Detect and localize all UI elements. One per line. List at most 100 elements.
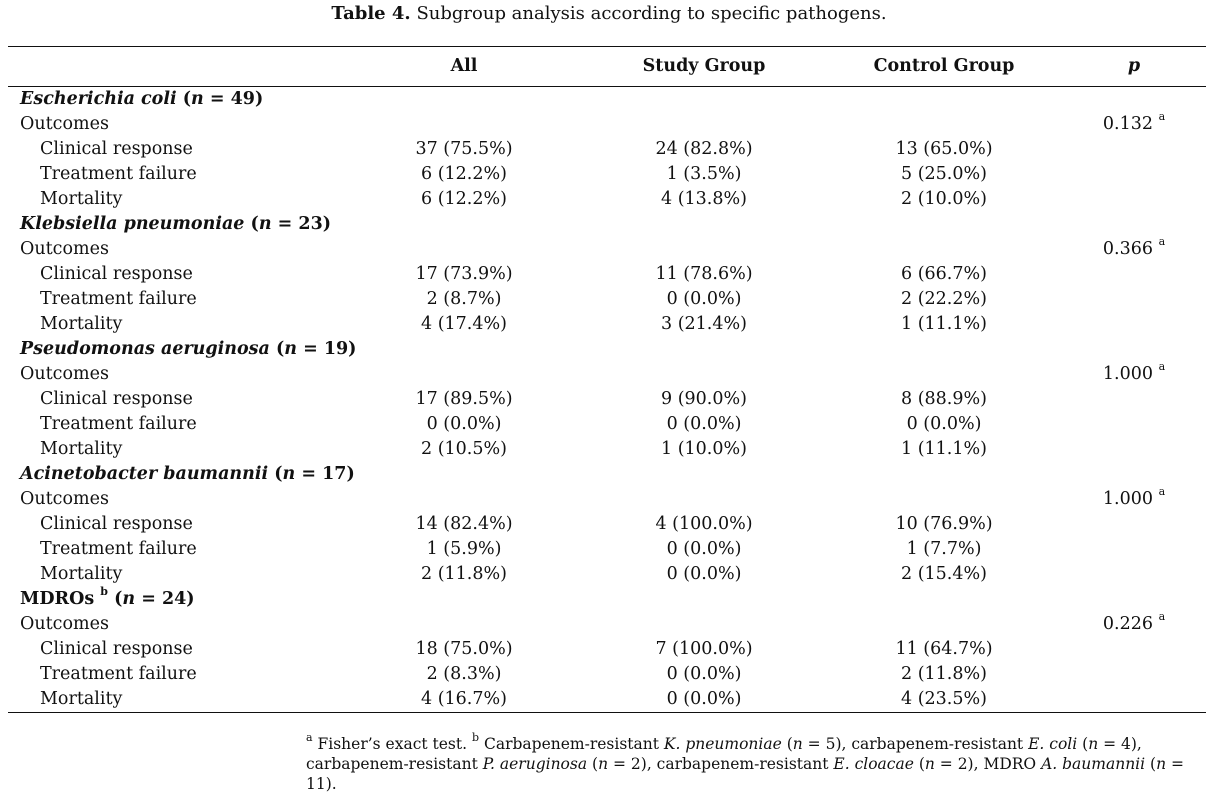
pathogen-name: Acinetobacter baumannii	[20, 464, 269, 484]
outcome-label: Treatment failure	[40, 164, 197, 184]
study-group-value: 4 (100.0%)	[655, 514, 753, 534]
table-row: Mortality 4 (17.4%) 3 (21.4%) 1 (11.1%)	[8, 312, 1206, 337]
table-row: Treatment failure 6 (12.2%) 1 (3.5%) 5 (25.…	[8, 162, 1206, 187]
study-group-value: 0 (0.0%)	[666, 539, 742, 559]
table-row: Mortality 2 (11.8%) 0 (0.0%) 2 (15.4%)	[8, 562, 1206, 587]
footnote-a-text: Fisher’s exact test.	[317, 735, 468, 753]
footnote-b-text: Carbapenem-resistant K. pneumoniae (n = …	[306, 735, 1184, 793]
footnote-b-part: n	[924, 755, 935, 773]
footnote-b-part: = 5), carbapenem-resistant	[802, 735, 1029, 753]
table-bottom-rule	[8, 712, 1206, 713]
table-row: Treatment failure 1 (5.9%) 0 (0.0%) 1 (7.7%…	[8, 537, 1206, 562]
p-value-marker: a	[1158, 610, 1166, 624]
all-value: 17 (73.9%)	[415, 264, 513, 284]
table-header-rule	[8, 86, 1206, 87]
p-value-marker: a	[1158, 110, 1166, 124]
study-group-value: 4 (13.8%)	[661, 189, 747, 209]
group-row: Escherichia coli (n = 49)	[8, 87, 1206, 112]
all-value: 2 (8.7%)	[426, 289, 502, 309]
p-value-marker: a	[1158, 235, 1166, 249]
p-value: 1.000 a	[1084, 360, 1184, 387]
footnote-a-marker: a	[306, 730, 313, 744]
footnote-b-part: K. pneumoniae	[663, 735, 782, 753]
group-row: MDROs b (n = 24)	[8, 586, 1206, 612]
control-group-value: 5 (25.0%)	[901, 164, 987, 184]
table-row: Clinical response 17 (73.9%) 11 (78.6%) 6 (…	[8, 262, 1206, 287]
p-value: 1.000 a	[1084, 485, 1184, 512]
group-label: Klebsiella pneumoniae (n = 23)	[20, 214, 332, 234]
p-value-marker: a	[1158, 360, 1166, 374]
footnote-b-part: = 2), MDRO	[934, 755, 1042, 773]
n-symbol: n	[191, 89, 204, 109]
footnote-b-part: n	[1156, 755, 1167, 773]
all-value: 17 (89.5%)	[415, 389, 513, 409]
study-group-value: 0 (0.0%)	[666, 664, 742, 684]
study-group-value: 24 (82.8%)	[655, 139, 753, 159]
table-row: Treatment failure 2 (8.7%) 0 (0.0%) 2 (22.2…	[8, 287, 1206, 312]
group-label: Acinetobacter baumannii (n = 17)	[20, 464, 355, 484]
n-symbol: n	[258, 214, 272, 234]
control-group-value: 4 (23.5%)	[901, 689, 987, 709]
outcomes-row: Outcomes 0.132 a	[8, 110, 1206, 137]
table-title: Subgroup analysis according to specific …	[416, 3, 887, 24]
header-p: p	[1127, 56, 1141, 76]
group-count: = 19)	[303, 339, 357, 359]
outcome-label: Clinical response	[40, 389, 193, 409]
group-count: = 24)	[141, 589, 195, 609]
all-value: 4 (16.7%)	[421, 689, 507, 709]
footnote-b-part: Carbapenem-resistant	[483, 735, 664, 753]
p-value-number: 0.226	[1102, 614, 1153, 634]
outcome-label: Clinical response	[40, 639, 193, 659]
control-group-value: 1 (11.1%)	[901, 314, 987, 334]
footnote-b-part: (	[1145, 755, 1157, 773]
subgroup-table: All Study Group Control Group p Escheric…	[8, 46, 1206, 713]
pathogen-name: Escherichia coli	[20, 89, 177, 109]
table-caption: Table 4. Subgroup analysis according to …	[0, 2, 1218, 26]
footnote-b-part: (	[781, 735, 793, 753]
p-value-number: 0.366	[1102, 239, 1153, 259]
footnote-b-part: A. baumannii	[1041, 755, 1146, 773]
outcome-label: Mortality	[40, 564, 123, 584]
all-value: 2 (8.3%)	[426, 664, 502, 684]
n-symbol: n	[282, 464, 296, 484]
outcome-label: Clinical response	[40, 139, 193, 159]
group-row: Pseudomonas aeruginosa (n = 19)	[8, 337, 1206, 362]
control-group-value: 2 (11.8%)	[901, 664, 987, 684]
control-group-value: 1 (7.7%)	[906, 539, 982, 559]
header-study-group: Study Group	[642, 56, 766, 76]
outcomes-row: Outcomes 1.000 a	[8, 485, 1206, 512]
outcomes-row: Outcomes 0.226 a	[8, 610, 1206, 637]
table-footnote: a Fisher’s exact test. b Carbapenem-resi…	[306, 730, 1212, 794]
table-row: Clinical response 14 (82.4%) 4 (100.0%) 10 …	[8, 512, 1206, 537]
study-group-value: 3 (21.4%)	[661, 314, 747, 334]
study-group-value: 0 (0.0%)	[666, 289, 742, 309]
table-row: Clinical response 17 (89.5%) 9 (90.0%) 8 (8…	[8, 387, 1206, 412]
p-value-marker: a	[1158, 485, 1166, 499]
outcomes-row: Outcomes 1.000 a	[8, 360, 1206, 387]
table-row: Treatment failure 2 (8.3%) 0 (0.0%) 2 (11.8…	[8, 662, 1206, 687]
all-value: 6 (12.2%)	[421, 189, 507, 209]
all-value: 37 (75.5%)	[415, 139, 513, 159]
all-value: 18 (75.0%)	[415, 639, 513, 659]
group-count: = 17)	[301, 464, 355, 484]
footnote-b-part: n	[792, 735, 803, 753]
study-group-value: 11 (78.6%)	[655, 264, 753, 284]
study-group-value: 9 (90.0%)	[661, 389, 747, 409]
table-label: Table 4.	[331, 3, 411, 24]
study-group-value: 0 (0.0%)	[666, 564, 742, 584]
study-group-value: 0 (0.0%)	[666, 414, 742, 434]
group-count: = 49)	[209, 89, 264, 109]
n-symbol: n	[122, 589, 136, 609]
outcomes-row: Outcomes 0.366 a	[8, 235, 1206, 262]
table-header-row: All Study Group Control Group p	[8, 47, 1206, 86]
table-top-rule	[8, 46, 1206, 47]
outcomes-label: Outcomes	[20, 614, 109, 634]
outcome-label: Treatment failure	[40, 539, 197, 559]
all-value: 6 (12.2%)	[421, 164, 507, 184]
study-group-value: 1 (3.5%)	[666, 164, 742, 184]
control-group-value: 8 (88.9%)	[901, 389, 987, 409]
header-all: All	[450, 56, 478, 76]
footnote-b-part: = 11).	[306, 755, 1184, 793]
all-value: 0 (0.0%)	[426, 414, 502, 434]
outcomes-label: Outcomes	[20, 364, 109, 384]
